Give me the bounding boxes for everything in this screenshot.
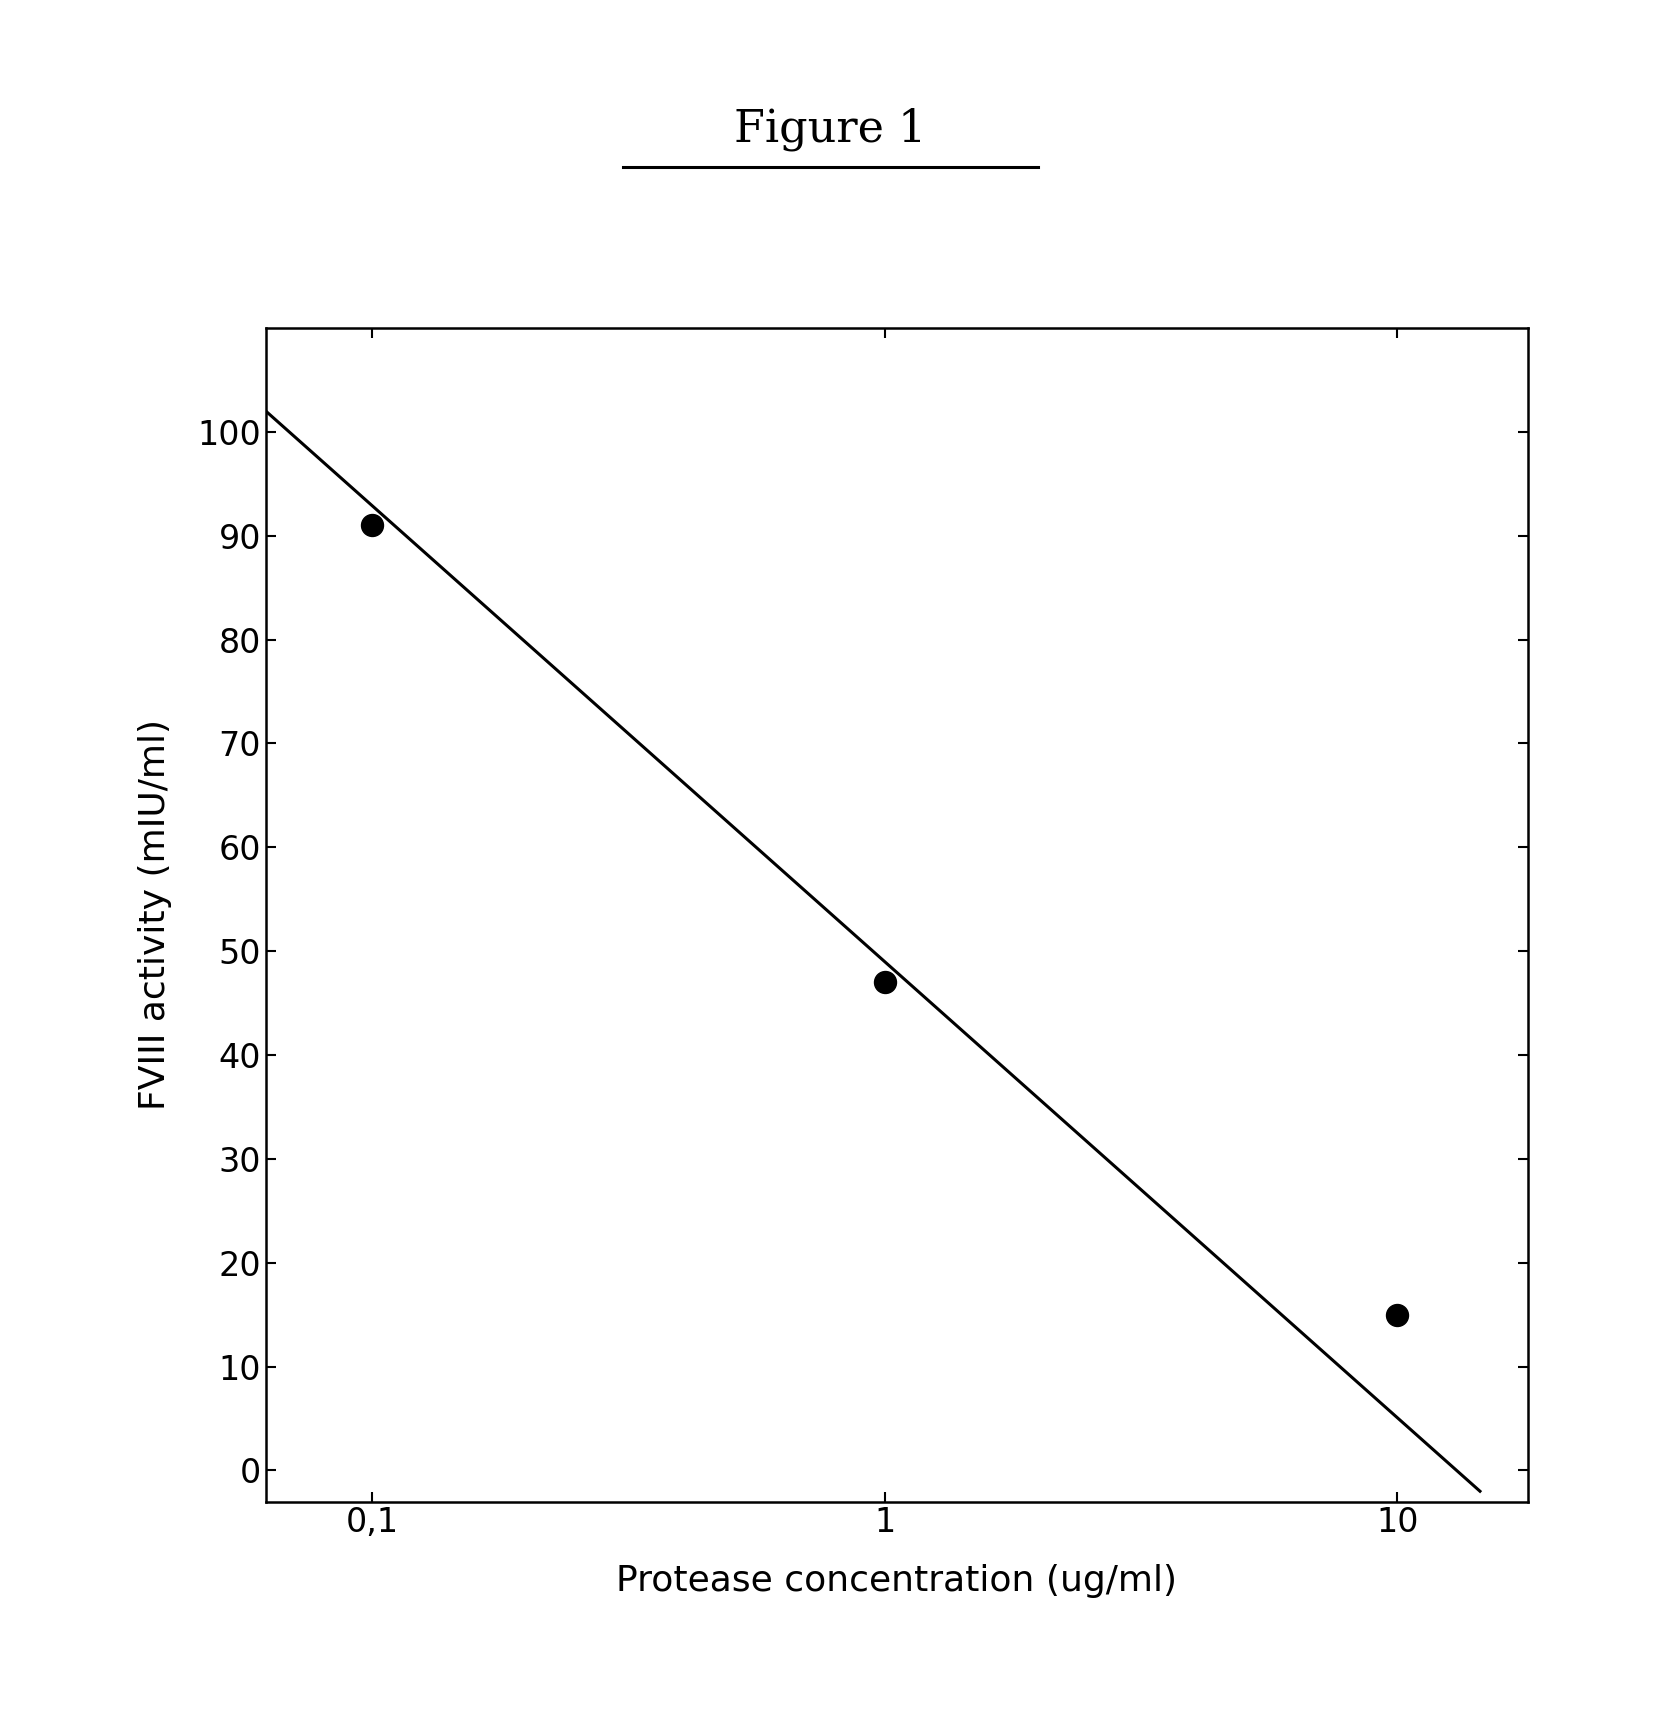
Point [1384,1301,1410,1329]
Y-axis label: FVIII activity (mIU/ml): FVIII activity (mIU/ml) [138,720,173,1110]
Point [872,968,899,996]
Point [359,511,385,539]
Text: Figure 1: Figure 1 [734,107,927,152]
X-axis label: Protease concentration (ug/ml): Protease concentration (ug/ml) [616,1564,1178,1598]
